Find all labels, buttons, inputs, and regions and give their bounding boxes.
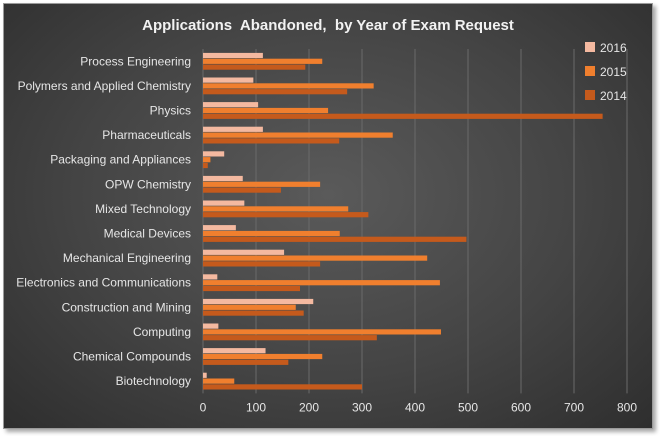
bar-2014 [203, 89, 348, 95]
bar-2015 [203, 255, 428, 261]
bar-2014 [203, 285, 300, 292]
x-tick-label: 0 [200, 400, 207, 414]
x-axis-ticks: 0 100 200 300 400 500 600 700 800 [200, 400, 638, 414]
bars-group [203, 52, 603, 390]
x-tick-label: 600 [511, 400, 531, 414]
bar-2016 [203, 77, 254, 83]
category-label: Construction and Mining [62, 300, 191, 314]
bar-2015 [203, 230, 340, 237]
bar-2016 [203, 200, 245, 206]
bar-2015 [203, 58, 323, 64]
x-tick-label: 400 [405, 400, 425, 414]
category-label: Chemical Compounds [73, 350, 191, 364]
bar-2014 [203, 187, 281, 193]
x-tick-label: 500 [458, 400, 478, 414]
bar-2014 [203, 359, 289, 365]
category-label: Mechanical Engineering [63, 251, 191, 265]
category-label: Polymers and Applied Chemistry [18, 79, 191, 93]
bar-2015 [203, 206, 349, 212]
bar-2015 [203, 304, 296, 310]
bar-2014 [203, 138, 340, 144]
legend-label: 2015 [600, 65, 627, 79]
bar-2016 [203, 151, 225, 157]
bar-2014 [203, 236, 467, 242]
bar-2014 [203, 64, 306, 70]
category-label: Physics [150, 104, 191, 118]
bar-2014 [203, 162, 208, 169]
bar-2015 [203, 132, 393, 138]
bar-2015 [203, 107, 329, 114]
x-tick-label: 300 [352, 400, 372, 414]
bar-2014 [203, 310, 304, 316]
bar-2016 [203, 175, 243, 182]
bar-2015 [203, 378, 235, 384]
bar-2016 [203, 348, 266, 354]
legend-swatch [585, 66, 595, 76]
legend-swatch [585, 42, 595, 52]
x-tick-label: 200 [299, 400, 319, 414]
bar-2014 [203, 113, 603, 119]
category-label: Pharmaceuticals [102, 128, 191, 142]
legend: 2016 2015 2014 [585, 41, 627, 103]
category-label: Medical Devices [104, 227, 191, 241]
category-label: Mixed Technology [95, 202, 191, 216]
bar-2016 [203, 372, 207, 378]
bar-2016 [203, 298, 314, 305]
bar-2016 [203, 225, 236, 231]
bar-2014 [203, 384, 362, 390]
bar-2015 [203, 329, 441, 335]
bar-2016 [203, 274, 218, 280]
bar-2016 [203, 102, 259, 108]
bar-2016 [203, 52, 263, 59]
bar-2015 [203, 353, 323, 360]
bar-2016 [203, 249, 285, 255]
bar-2015 [203, 157, 211, 163]
bar-2016 [203, 126, 263, 132]
chart-title: Applications Abandoned, by Year of Exam … [142, 17, 514, 34]
category-label: Process Engineering [80, 54, 191, 68]
category-label: Packaging and Appliances [50, 153, 191, 167]
bar-2014 [203, 212, 369, 218]
grid-lines [202, 49, 628, 394]
bar-2014 [203, 335, 377, 341]
legend-swatch [585, 90, 595, 100]
category-label: OPW Chemistry [105, 177, 191, 191]
legend-label: 2016 [600, 41, 627, 55]
bar-2015 [203, 181, 321, 187]
x-tick-label: 800 [617, 400, 637, 414]
category-label: Electronics and Communications [16, 276, 191, 290]
x-tick-label: 100 [246, 400, 266, 414]
legend-label: 2014 [600, 89, 627, 103]
x-tick-label: 700 [564, 400, 584, 414]
bar-2016 [203, 323, 219, 329]
bar-2014 [203, 261, 321, 267]
bar-2015 [203, 83, 374, 89]
category-label: Biotechnology [116, 374, 191, 388]
category-labels: Process Engineering Polymers and Applied … [16, 54, 191, 388]
category-label: Computing [133, 325, 191, 339]
bar-2015 [203, 280, 440, 286]
